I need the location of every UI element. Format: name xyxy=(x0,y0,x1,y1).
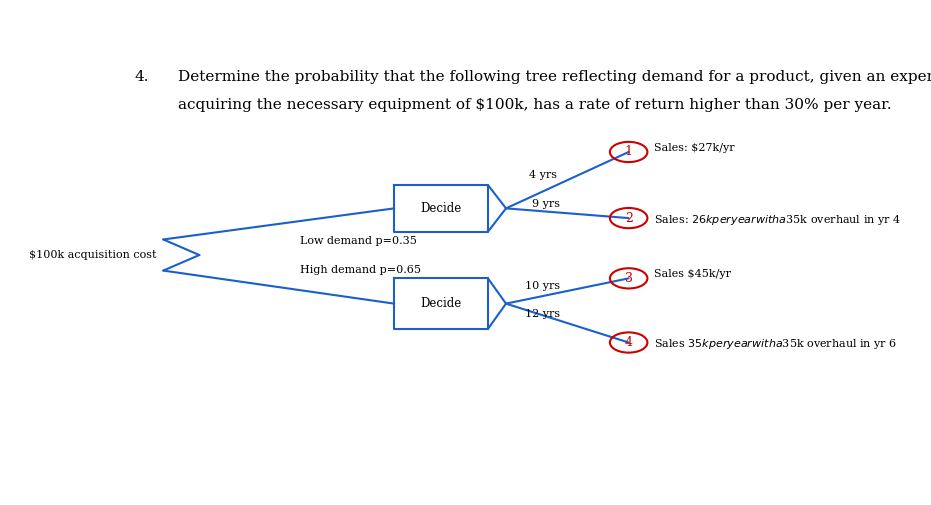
Text: acquiring the necessary equipment of $100k, has a rate of return higher than 30%: acquiring the necessary equipment of $10… xyxy=(178,97,891,112)
Text: $100k acquisition cost: $100k acquisition cost xyxy=(29,250,156,260)
Text: Sales $35k per year with a $35k overhaul in yr 6: Sales $35k per year with a $35k overhaul… xyxy=(654,337,897,351)
Text: High demand p=0.65: High demand p=0.65 xyxy=(301,266,422,275)
Text: 12 yrs: 12 yrs xyxy=(525,309,560,319)
Text: 9 yrs: 9 yrs xyxy=(533,199,560,210)
Text: Sales $45k/yr: Sales $45k/yr xyxy=(654,270,731,279)
Text: 2: 2 xyxy=(625,212,632,225)
Text: Sales: $27k/yr: Sales: $27k/yr xyxy=(654,143,735,153)
Text: 1: 1 xyxy=(625,145,633,159)
Text: Low demand p=0.35: Low demand p=0.35 xyxy=(301,235,417,245)
Text: 10 yrs: 10 yrs xyxy=(525,281,560,291)
Text: 3: 3 xyxy=(625,272,633,285)
Text: Decide: Decide xyxy=(421,202,462,215)
Text: 4 yrs: 4 yrs xyxy=(529,170,557,180)
Text: Determine the probability that the following tree reflecting demand for a produc: Determine the probability that the follo… xyxy=(178,70,931,84)
Text: 4: 4 xyxy=(625,336,633,349)
Text: Sales: $26k per year with a $35k overhaul in yr 4: Sales: $26k per year with a $35k overhau… xyxy=(654,213,901,227)
Text: Decide: Decide xyxy=(421,297,462,310)
Text: 4.: 4. xyxy=(134,70,149,84)
